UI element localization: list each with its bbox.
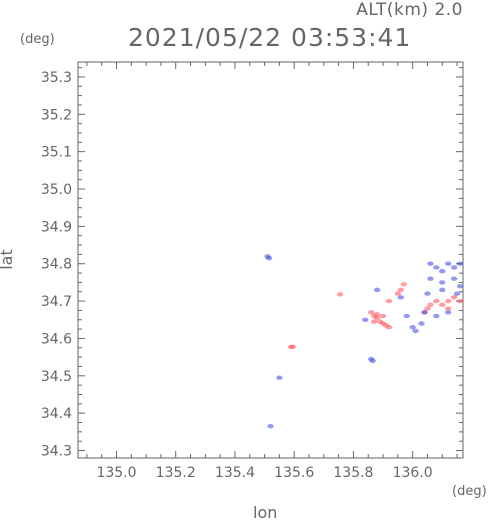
echo-point-red [444,298,452,304]
echo-point-blue [409,325,416,330]
y-tick-label: 34.6 [41,331,72,347]
echo-point-red [379,313,387,319]
altitude-label: ALT(km) 2.0 [356,0,463,20]
echo-point-red [427,302,434,308]
x-tick-label: 135.2 [156,465,196,481]
echo-point-red [424,306,431,311]
echo-point-red [394,291,402,296]
echo-point-red [367,310,375,315]
echo-point-blue [276,375,283,380]
echo-point-red [373,315,381,321]
echo-point-blue [439,280,446,285]
echo-point-blue [424,291,431,296]
x-unit-label: (deg) [452,484,487,499]
echo-point-blue [418,321,425,326]
x-tick-label: 136.0 [393,465,433,481]
echo-point-blue [397,295,405,300]
echo-point-blue [362,317,369,322]
y-tick-label: 34.8 [41,257,72,273]
chart-title: 2021/05/22 03:53:41 [128,23,412,52]
echo-point-red [400,282,407,287]
echo-point-blue [456,283,464,289]
echo-point-red [370,319,378,324]
echo-point-blue [267,424,274,429]
y-tick-label: 34.7 [41,294,72,310]
echo-point-red [444,306,452,311]
echo-point-blue [369,358,376,364]
echo-point-blue [444,261,452,266]
echo-point-blue [433,313,440,319]
echo-point-red [397,287,405,293]
echo-point-blue [403,313,410,319]
y-tick-label: 35.1 [41,145,72,161]
y-tick-label: 34.3 [41,444,72,460]
echo-point-red [456,298,464,304]
echo-point-red [385,325,393,330]
y-tick-label: 34.4 [41,406,72,422]
y-tick-label: 34.5 [41,369,72,385]
echo-point-blue [412,328,419,334]
echo-point-red [450,295,458,300]
x-tick-label: 135.0 [96,465,136,481]
echo-point-blue [450,276,458,281]
echo-point-blue [450,265,458,270]
echo-point-blue [373,287,381,293]
echo-point-red [439,302,446,308]
echo-point-red [385,298,393,304]
x-tick-label: 135.8 [333,465,373,481]
echo-point-blue [427,276,434,281]
echo-point-blue [421,310,428,315]
echo-point-red [433,298,440,304]
x-axis-label: lon [253,503,278,522]
echo-point-blue [439,287,446,293]
plot-frame [77,61,464,459]
echo-point-blue [456,261,464,266]
echo-point-blue [265,255,273,261]
echo-point-red [373,311,381,317]
y-tick-label: 34.9 [41,219,72,235]
y-unit-label: (deg) [20,32,55,47]
x-tick-label: 135.4 [215,465,255,481]
y-tick-label: 35.2 [41,107,72,123]
echo-point-red [289,344,296,349]
y-tick-label: 35.0 [41,182,72,198]
echo-point-blue [433,265,440,270]
echo-point-blue [427,261,434,266]
echo-point-blue [444,310,452,315]
x-tick-label: 135.6 [274,465,314,481]
echo-point-blue [439,269,446,274]
y-tick-label: 35.3 [41,70,72,86]
echo-point-blue [453,291,461,296]
echo-point-red [336,292,344,297]
